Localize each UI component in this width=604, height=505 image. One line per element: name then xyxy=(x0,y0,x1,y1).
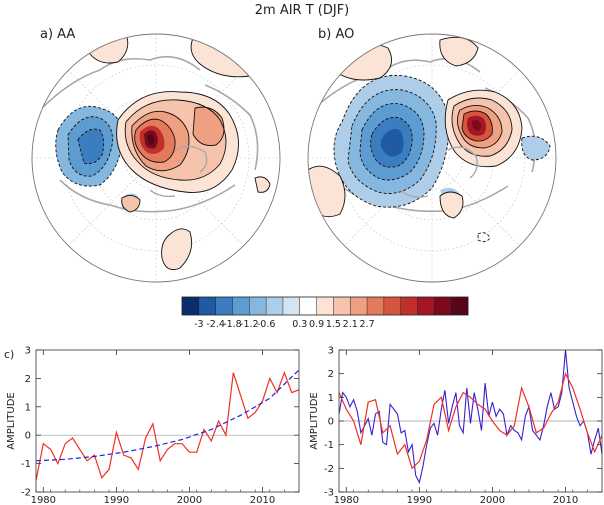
colorbar-tick-label: -1.8 xyxy=(223,319,242,330)
colorbar-swatch xyxy=(215,297,233,315)
y-tick-label: -2 xyxy=(324,464,334,475)
figure-title: 2m AIR T (DJF) xyxy=(255,3,350,18)
colorbar-swatch xyxy=(451,297,469,315)
colorbar-tick-label: 0.9 xyxy=(309,319,324,330)
colorbar-tick-label: 2.7 xyxy=(360,319,375,330)
y-tick-label: 0 xyxy=(328,417,334,428)
x-tick-label: 2000 xyxy=(480,495,505,505)
map-ao-title: b) AO xyxy=(318,27,354,42)
map-ao: b) AO xyxy=(307,27,557,283)
colorbar-swatch xyxy=(383,297,402,315)
series-line-ao-index-raw xyxy=(339,350,602,485)
map-ao-cold-region xyxy=(333,74,551,243)
x-tick-label: 2010 xyxy=(553,495,578,505)
colorbar-swatch xyxy=(266,297,284,315)
x-tick-label: 1990 xyxy=(407,495,432,505)
map-aa-title: a) AA xyxy=(40,27,75,42)
x-tick-label: 1990 xyxy=(104,495,129,505)
colorbar-swatch xyxy=(417,297,435,315)
colorbar-tick-label: -2.4 xyxy=(206,319,225,330)
y-tick-label: 2 xyxy=(328,369,334,380)
colorbar-swatch xyxy=(299,297,317,315)
y-tick-label: 1 xyxy=(328,393,334,404)
y-tick-label: 1 xyxy=(25,402,31,413)
y-tick-label: -1 xyxy=(324,440,334,451)
colorbar-swatch xyxy=(182,297,200,315)
series-line-trend-fit xyxy=(36,369,299,462)
series-line-ao-index-smoothed xyxy=(339,372,602,470)
x-tick-label: 2000 xyxy=(177,495,202,505)
colorbar-swatch xyxy=(333,297,351,315)
y-axis-label: AMPLITUDE xyxy=(309,392,320,449)
x-tick-label: 2010 xyxy=(250,495,275,505)
map-aa: a) AA xyxy=(31,27,281,283)
colorbar-tick-label: 2.1 xyxy=(343,319,358,330)
x-tick-label: 1980 xyxy=(334,495,359,505)
y-tick-label: -3 xyxy=(324,488,334,499)
colorbar-swatch xyxy=(232,297,250,315)
map-ao-border xyxy=(307,33,557,283)
panel-c-title: c) xyxy=(4,348,14,361)
y-tick-label: 3 xyxy=(25,346,31,357)
colorbar-swatch xyxy=(434,297,452,315)
colorbar-frame xyxy=(181,296,469,316)
series-line-aa-pc-smoothed xyxy=(36,370,299,481)
colorbar-tick-label: 1.5 xyxy=(326,319,341,330)
colorbar: -3 -2.4-1.8-1.2-0.6 0.3 0.9 1.5 2.1 2.7 xyxy=(181,296,469,330)
colorbar-tick-label: -1.2 xyxy=(240,319,259,330)
y-tick-label: 3 xyxy=(328,346,334,357)
x-tick-label: 1980 xyxy=(31,495,56,505)
colorbar-swatch xyxy=(316,297,334,315)
y-tick-label: 2 xyxy=(25,374,31,385)
y-tick-label: -2 xyxy=(21,488,31,499)
y-tick-label: -1 xyxy=(21,459,31,470)
y-tick-label: 0 xyxy=(25,431,31,442)
colorbar-swatch xyxy=(249,297,267,315)
colorbar-tick-label: -3 xyxy=(194,319,203,330)
colorbar-tick-label: 0.3 xyxy=(292,319,307,330)
map-aa-border xyxy=(31,33,281,283)
colorbar-swatch xyxy=(282,297,301,315)
colorbar-swatch xyxy=(400,297,418,315)
plot-frame xyxy=(35,349,300,493)
y-axis-label: AMPLITUDE xyxy=(6,392,17,449)
colorbar-swatch xyxy=(350,297,368,315)
colorbar-tick-label: -0.6 xyxy=(257,319,276,330)
colorbar-swatch xyxy=(198,297,216,315)
colorbar-swatch xyxy=(367,297,385,315)
